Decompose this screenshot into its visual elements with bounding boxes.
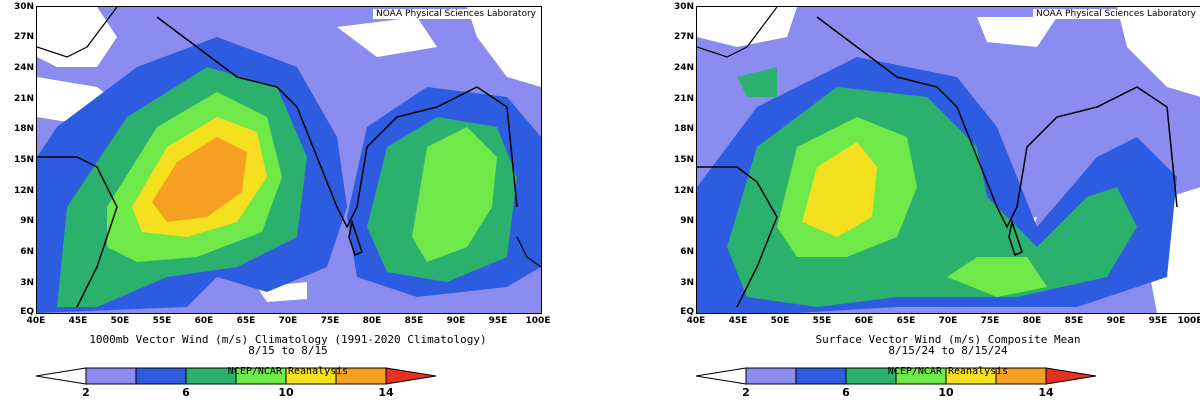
x-tick: 55E	[152, 316, 172, 326]
x-tick: 90E	[446, 316, 466, 326]
x-tick: 45E	[728, 316, 748, 326]
wind-contour-map	[37, 7, 541, 313]
wind-map-composite: NOAA Physical Sciences Laboratory	[696, 6, 1200, 314]
colorbar	[695, 366, 1097, 402]
x-tick: 60E	[194, 316, 214, 326]
y-tick: 18N	[673, 124, 694, 134]
map-date-range: 8/15/24 to 8/15/24	[888, 344, 1008, 357]
y-tick: 3N	[20, 278, 34, 288]
y-tick: 27N	[673, 32, 694, 42]
y-tick: 24N	[13, 63, 34, 73]
map-panel-composite: NOAA Physical Sciences Laboratory 30N 27…	[660, 0, 1200, 400]
x-tick: 65E	[896, 316, 916, 326]
y-tick: 30N	[673, 2, 694, 12]
y-tick: 18N	[13, 124, 34, 134]
y-tick: 21N	[13, 94, 34, 104]
y-tick: 6N	[20, 247, 34, 257]
x-tick: 75E	[980, 316, 1000, 326]
colorbar	[35, 366, 437, 402]
x-tick: 95E	[1148, 316, 1168, 326]
wind-map-climatology: NOAA Physical Sciences Laboratory	[36, 6, 542, 314]
colorbar-tick: 14	[378, 386, 394, 399]
x-tick: 80E	[362, 316, 382, 326]
y-tick: 21N	[673, 94, 694, 104]
x-tick: 50E	[770, 316, 790, 326]
map-title: Surface Vector Wind (m/s) Composite Mean	[815, 333, 1081, 346]
y-tick: 9N	[680, 216, 694, 226]
x-tick: 95E	[488, 316, 508, 326]
colorbar-tick: 2	[82, 386, 90, 399]
x-tick: 40E	[686, 316, 706, 326]
x-tick: 65E	[236, 316, 256, 326]
y-tick: EQ	[680, 307, 694, 317]
y-tick: 12N	[13, 186, 34, 196]
map-title: 1000mb Vector Wind (m/s) Climatology (19…	[89, 333, 487, 346]
colorbar-tick: 10	[938, 386, 954, 399]
colorbar-tick: 2	[742, 386, 750, 399]
x-tick: 40E	[26, 316, 46, 326]
map-date-range: 8/15 to 8/15	[248, 344, 328, 357]
x-tick: 80E	[1022, 316, 1042, 326]
y-tick: EQ	[20, 307, 34, 317]
x-tick: 60E	[854, 316, 874, 326]
source-label: NCEP/NCAR Reanalysis	[227, 366, 349, 377]
y-tick: 3N	[680, 278, 694, 288]
y-tick: 27N	[13, 32, 34, 42]
y-tick: 15N	[673, 155, 694, 165]
colorbar-tick: 14	[1038, 386, 1054, 399]
y-tick: 9N	[20, 216, 34, 226]
colorbar-tick: 6	[182, 386, 190, 399]
colorbar-tick: 10	[278, 386, 294, 399]
lab-label: NOAA Physical Sciences Laboratory	[1032, 9, 1199, 19]
colorbar-tick: 6	[842, 386, 850, 399]
x-tick: 70E	[278, 316, 298, 326]
map-panel-climatology: NOAA Physical Sciences Laboratory 30N 27…	[0, 0, 560, 400]
y-tick: 15N	[13, 155, 34, 165]
x-tick: 50E	[110, 316, 130, 326]
x-tick: 100E	[1177, 316, 1200, 326]
x-tick: 70E	[938, 316, 958, 326]
x-tick: 100E	[525, 316, 551, 326]
x-tick: 85E	[404, 316, 424, 326]
x-tick: 85E	[1064, 316, 1084, 326]
x-tick: 55E	[812, 316, 832, 326]
source-label: NCEP/NCAR Reanalysis	[887, 366, 1009, 377]
y-tick: 24N	[673, 63, 694, 73]
wind-contour-map	[697, 7, 1200, 313]
y-tick: 12N	[673, 186, 694, 196]
x-tick: 45E	[68, 316, 88, 326]
x-tick: 90E	[1106, 316, 1126, 326]
y-tick: 6N	[680, 247, 694, 257]
y-tick: 30N	[13, 2, 34, 12]
lab-label: NOAA Physical Sciences Laboratory	[372, 9, 539, 19]
x-tick: 75E	[320, 316, 340, 326]
